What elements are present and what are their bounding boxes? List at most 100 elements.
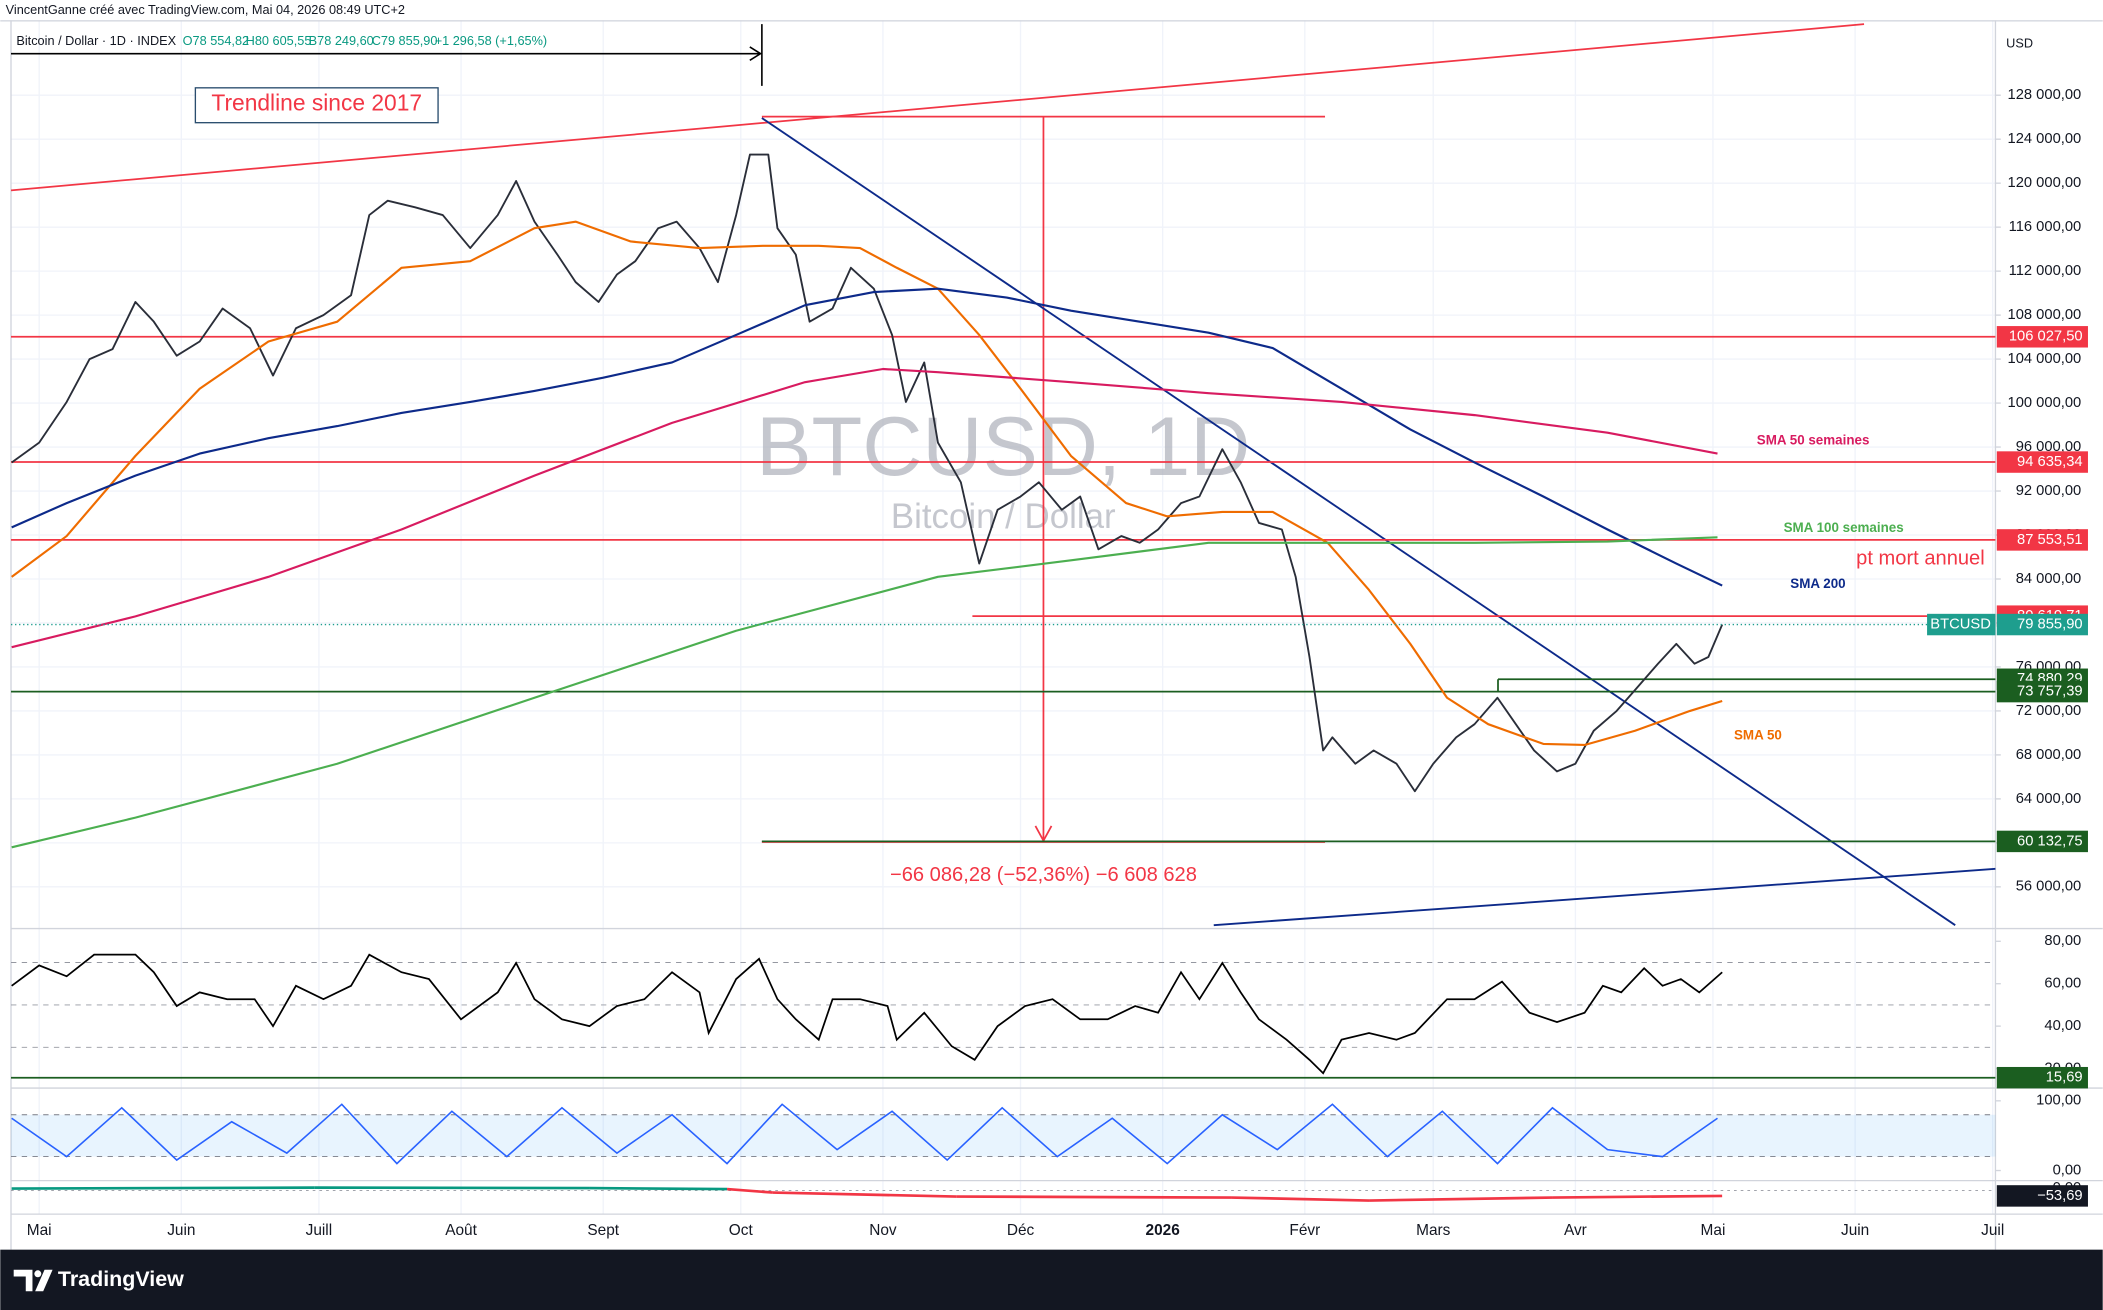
downtrend [761, 117, 1956, 926]
rsi-level-label: 15,69 [2046, 1070, 2083, 1086]
x-tick-label: Juin [1841, 1222, 1869, 1239]
x-tick-label: 2026 [1146, 1222, 1181, 1239]
y-tick-label: 112 000,00 [2009, 263, 2082, 279]
ohlc-change: +1 296,58 (+1,65%) [435, 33, 547, 48]
osc-segment [589, 1186, 728, 1191]
watermark-subtitle: Bitcoin / Dollar [891, 497, 1116, 536]
x-tick-label: Sept [587, 1222, 619, 1239]
stoch-line [11, 1103, 1718, 1165]
y-tick-label: 124 000,00 [2008, 131, 2082, 147]
x-tick-label: Mars [1416, 1222, 1451, 1239]
stoch-tick-label: 0,00 [2053, 1162, 2082, 1178]
y-tick-label: 116 000,00 [2009, 219, 2082, 235]
osc-last-bg [1996, 1185, 2088, 1207]
ohlc-low: B78 249,60 [309, 33, 374, 48]
symbol-tag: BTCUSD [1930, 616, 1991, 632]
level-label-bg [1996, 326, 2088, 348]
level-label-bg [1996, 451, 2088, 473]
y-tick-label: 64 000,00 [2016, 791, 2082, 807]
level-label: 106 027,50 [2009, 329, 2083, 345]
y-tick-label: 120 000,00 [2008, 175, 2082, 191]
labels: Mai Juin Juill Août Sept Oct Nov Déc 2026 Févr Mar… [27, 87, 2088, 1239]
rsi-line [11, 953, 1723, 1075]
osc-segment [726, 1187, 773, 1194]
series-label: SMA 50 [1734, 728, 1782, 743]
osc-plot [11, 1186, 1996, 1202]
y-tick-label: 72 000,00 [2016, 703, 2082, 719]
x-tick-label: Juin [167, 1222, 195, 1239]
osc-segment [1231, 1196, 1370, 1202]
currency: USD [2006, 36, 2033, 51]
series-label: SMA 50 semaines [1757, 433, 1870, 448]
level-label-bg [1996, 830, 2088, 853]
sma-line [11, 287, 1723, 587]
price-line [11, 153, 1724, 793]
last-price-bg [1996, 613, 2088, 636]
sma-line [11, 220, 1723, 747]
annotation: −66 086,28 (−52,36%) −6 608 628 [890, 864, 1197, 886]
ohlc-high: H80 605,55 [246, 33, 312, 48]
annotation: pt mort annuel [1856, 547, 1985, 569]
level-label: 60 132,75 [2017, 833, 2083, 849]
sma-line [11, 536, 1718, 849]
brand-logo [13, 1269, 53, 1292]
y-tick-label: 84 000,00 [2016, 571, 2082, 587]
x-tick-label: Oct [729, 1222, 754, 1239]
x-tick-label: Juil [1981, 1222, 2004, 1239]
watermark: BTCUSD, 1D [756, 400, 1250, 493]
support-trend [1213, 867, 1996, 927]
main-plot [11, 153, 1996, 849]
ohlc-open: O78 554,82 [183, 33, 249, 48]
level-label-bg [1996, 680, 2088, 703]
x-tick-label: Nov [869, 1222, 897, 1239]
osc-segment [1369, 1196, 1553, 1202]
author: VincentGanne créé avec TradingView.com, … [6, 2, 405, 17]
osc-segment [11, 1186, 315, 1190]
series-label: SMA 200 [1790, 576, 1845, 591]
range-arrow-head [749, 46, 763, 62]
y-tick-label: 56 000,00 [2016, 879, 2082, 895]
symbol-tag-bg [1927, 613, 1996, 636]
osc-segment [772, 1191, 957, 1198]
stoch-tick-label: 100,00 [2036, 1093, 2081, 1109]
level-label-bg [1996, 529, 2088, 551]
symbol: Bitcoin / Dollar · 1D · INDEX [16, 33, 176, 48]
level-label: 73 757,39 [2017, 683, 2083, 699]
osc-last-label: −53,69 [2037, 1188, 2082, 1204]
x-tick-label: Juill [306, 1222, 333, 1239]
ohlc-close: C79 855,90 [372, 33, 438, 48]
brand: TradingView [58, 1267, 184, 1291]
osc-segment [1552, 1194, 1723, 1199]
stoch-band [11, 1114, 1996, 1157]
rsi-tick-label: 60,00 [2044, 976, 2081, 992]
rsi-level-bg [1996, 1066, 2088, 1089]
y-tick-label: 92 000,00 [2016, 483, 2082, 499]
stoch-plot [11, 1103, 1996, 1165]
y-tick-label: 108 000,00 [2008, 307, 2082, 323]
x-tick-label: Déc [1007, 1222, 1035, 1239]
sma-line [11, 367, 1718, 649]
annotation-box [194, 87, 439, 124]
series-label: SMA 100 semaines [1784, 520, 1904, 535]
y-tick-label: 68 000,00 [2016, 747, 2082, 763]
last-price-label: 79 855,90 [2017, 616, 2083, 632]
rsi-plot [11, 953, 1996, 1079]
brand-logo-dot [34, 1270, 42, 1278]
rsi-tick-label: 40,00 [2044, 1018, 2081, 1034]
footer-bar [0, 1249, 2103, 1310]
header-bar [0, 0, 2103, 21]
y-tick-label: 104 000,00 [2008, 351, 2082, 367]
trendline [11, 23, 1865, 192]
rsi-tick-label: 80,00 [2044, 933, 2081, 949]
x-tick-label: Mai [27, 1222, 52, 1239]
y-tick-label: 128 000,00 [2008, 87, 2082, 103]
x-tick-label: Févr [1289, 1222, 1320, 1239]
x-tick-label: Mai [1701, 1222, 1726, 1239]
osc-segment [956, 1195, 1232, 1199]
y-tick-label: 100 000,00 [2008, 395, 2082, 411]
x-tick-label: Août [445, 1222, 477, 1239]
annotation: Trendline since 2017 [211, 90, 422, 116]
level-label: 94 635,34 [2017, 454, 2083, 470]
